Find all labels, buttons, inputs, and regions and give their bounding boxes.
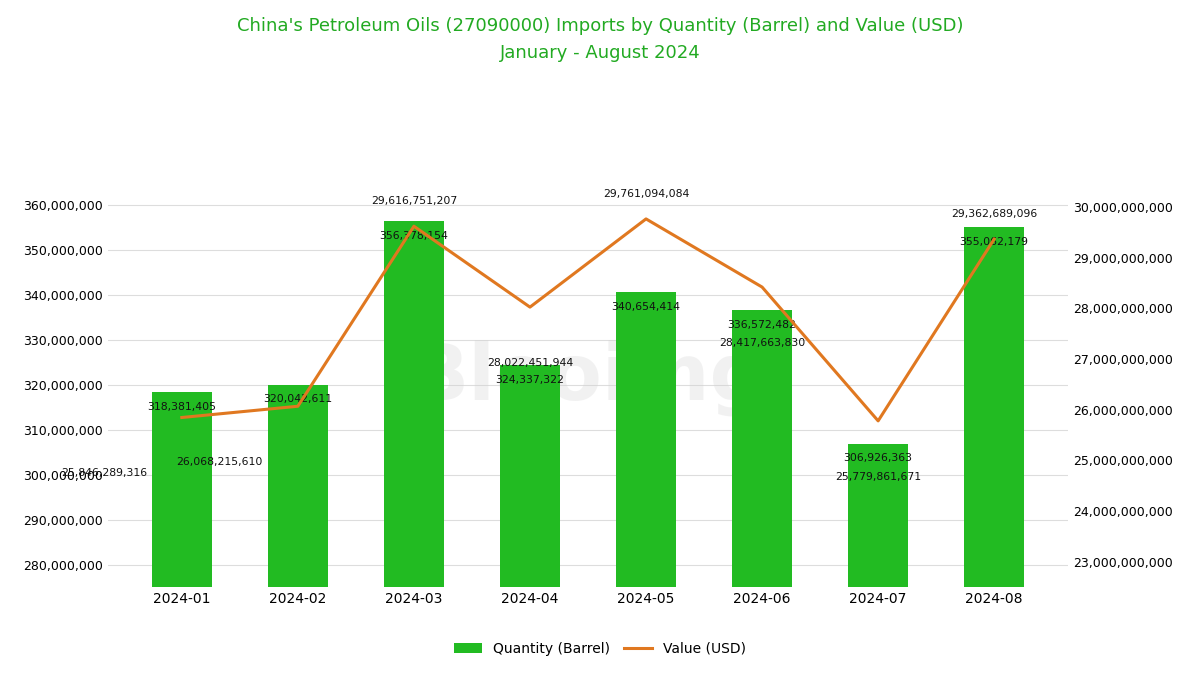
Value (USD) <box>175 414 190 422</box>
Value (USD) <box>638 215 653 223</box>
Text: 28,417,663,830: 28,417,663,830 <box>719 338 805 348</box>
Value (USD) <box>290 402 305 410</box>
Bar <box>268 385 328 675</box>
Bar <box>384 221 444 675</box>
Value (USD) <box>986 235 1001 243</box>
Text: 25,846,289,316: 25,846,289,316 <box>61 468 146 479</box>
Bar <box>499 365 560 675</box>
Text: China's Petroleum Oils (27090000) Imports by Quantity (Barrel) and Value (USD): China's Petroleum Oils (27090000) Import… <box>236 17 964 35</box>
Text: 25,779,861,671: 25,779,861,671 <box>835 472 922 482</box>
Text: Blooimg: Blooimg <box>410 340 766 416</box>
Bar <box>616 292 677 675</box>
Value (USD) <box>871 417 886 425</box>
Text: 318,381,405: 318,381,405 <box>148 402 216 412</box>
Text: 356,378,154: 356,378,154 <box>379 231 449 241</box>
Bar <box>848 443 908 675</box>
Text: 355,062,179: 355,062,179 <box>960 237 1028 247</box>
Text: 29,362,689,096: 29,362,689,096 <box>952 209 1037 219</box>
Value (USD) <box>523 303 538 311</box>
Legend: Quantity (Barrel), Value (USD): Quantity (Barrel), Value (USD) <box>449 637 751 662</box>
Bar <box>151 392 212 675</box>
Value (USD) <box>407 222 421 230</box>
Text: 324,337,322: 324,337,322 <box>496 375 564 385</box>
Line: Value (USD): Value (USD) <box>182 219 994 421</box>
Text: 340,654,414: 340,654,414 <box>612 302 680 312</box>
Text: 28,022,451,944: 28,022,451,944 <box>487 358 574 368</box>
Text: 29,761,094,084: 29,761,094,084 <box>602 188 689 198</box>
Text: 306,926,363: 306,926,363 <box>844 454 913 464</box>
Bar <box>732 310 792 675</box>
Text: 320,042,611: 320,042,611 <box>263 394 332 404</box>
Text: 29,616,751,207: 29,616,751,207 <box>371 196 457 206</box>
Bar <box>964 227 1025 675</box>
Text: 26,068,215,610: 26,068,215,610 <box>176 457 263 467</box>
Value (USD) <box>755 283 769 291</box>
Text: January - August 2024: January - August 2024 <box>499 44 701 62</box>
Text: 336,572,482: 336,572,482 <box>727 320 797 330</box>
